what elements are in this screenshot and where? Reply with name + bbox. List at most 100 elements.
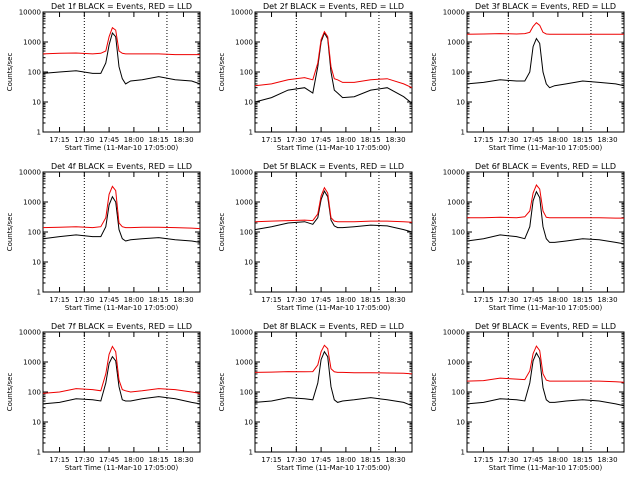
y-axis-label: Counts/sec — [430, 373, 438, 412]
plot-frame — [254, 11, 413, 133]
x-tick-label: 17:30 — [498, 136, 518, 144]
x-tick-label: 18:15 — [573, 136, 593, 144]
lld-series-line — [466, 345, 625, 383]
y-tick-label: 10000 — [443, 9, 465, 17]
x-tick-label: 18:30 — [385, 136, 405, 144]
plot-frame — [254, 331, 413, 453]
y-tick-label: 10 — [244, 419, 253, 427]
y-tick-label: 1 — [37, 449, 41, 457]
y-tick-label: 1000 — [23, 39, 41, 47]
detector-panel: Det 6f BLACK = Events, RED = LLD 1 10 100 10… — [430, 162, 625, 312]
x-tick-label: 17:45 — [523, 456, 543, 464]
y-tick-label: 1 — [249, 129, 253, 137]
y-tick-label: 100 — [28, 69, 41, 77]
x-tick-label: 18:15 — [361, 296, 381, 304]
x-tick-label: 18:00 — [124, 136, 144, 144]
x-tick-label: 17:45 — [311, 456, 331, 464]
y-tick-label: 100 — [452, 389, 465, 397]
y-tick-label: 10000 — [19, 329, 41, 337]
y-tick-label: 10 — [32, 419, 41, 427]
detector-panel: Det 8f BLACK = Events, RED = LLD 1 10 100 10… — [218, 322, 413, 472]
panel-title: Det 2f BLACK = Events, RED = LLD — [263, 2, 404, 11]
lld-series-line — [466, 22, 624, 35]
y-axis-label: Counts/sec — [6, 53, 14, 92]
events-series-line — [466, 37, 625, 89]
panel-title: Det 5f BLACK = Events, RED = LLD — [263, 162, 404, 171]
y-axis-label: Counts/sec — [430, 213, 438, 252]
y-tick-label: 10 — [244, 99, 253, 107]
y-tick-label: 100 — [28, 389, 41, 397]
x-tick-label: 17:15 — [261, 296, 281, 304]
panel-title: Det 7f BLACK = Events, RED = LLD — [51, 322, 192, 331]
x-tick-label: 17:30 — [286, 456, 306, 464]
y-tick-label: 1 — [37, 289, 41, 297]
x-tick-label: 17:30 — [498, 456, 518, 464]
y-axis-label: Counts/sec — [218, 213, 226, 252]
x-tick-label: 17:30 — [74, 136, 94, 144]
detector-panel: Det 9f BLACK = Events, RED = LLD 1 10 100 10… — [430, 322, 625, 472]
panel-title: Det 4f BLACK = Events, RED = LLD — [51, 162, 192, 171]
panel-title: Det 1f BLACK = Events, RED = LLD — [51, 2, 192, 11]
x-tick-label: 18:15 — [573, 456, 593, 464]
x-tick-label: 17:30 — [74, 296, 94, 304]
x-tick-label: 17:15 — [473, 136, 493, 144]
x-tick-label: 17:45 — [99, 296, 119, 304]
x-axis-label: Start Time (11-Mar-10 17:05:00) — [489, 144, 603, 152]
y-axis-label: Counts/sec — [218, 373, 226, 412]
y-tick-label: 10 — [244, 259, 253, 267]
plot-frame — [466, 11, 625, 133]
x-tick-label: 17:45 — [523, 296, 543, 304]
y-tick-label: 10 — [456, 99, 465, 107]
x-tick-label: 18:15 — [149, 136, 169, 144]
y-tick-label: 10000 — [231, 329, 253, 337]
x-tick-label: 18:30 — [173, 136, 193, 144]
plot-frame — [42, 331, 201, 453]
y-tick-label: 10000 — [19, 169, 41, 177]
x-tick-label: 18:00 — [548, 136, 568, 144]
x-tick-label: 18:00 — [548, 456, 568, 464]
x-tick-label: 17:30 — [74, 456, 94, 464]
y-tick-label: 10 — [456, 259, 465, 267]
x-tick-label: 18:00 — [124, 296, 144, 304]
x-tick-label: 18:30 — [385, 296, 405, 304]
x-tick-label: 17:15 — [261, 136, 281, 144]
x-tick-label: 18:30 — [173, 456, 193, 464]
events-series-line — [254, 350, 413, 407]
x-tick-label: 17:15 — [49, 456, 69, 464]
y-tick-label: 1000 — [235, 39, 253, 47]
events-series-line — [466, 190, 625, 245]
y-tick-label: 10 — [456, 419, 465, 427]
x-tick-label: 17:45 — [311, 296, 331, 304]
y-tick-label: 100 — [240, 389, 253, 397]
y-tick-label: 10000 — [443, 329, 465, 337]
x-tick-label: 18:15 — [573, 296, 593, 304]
x-tick-label: 17:15 — [49, 136, 69, 144]
plot-frame — [254, 171, 413, 293]
y-tick-label: 100 — [452, 229, 465, 237]
y-tick-label: 1000 — [23, 359, 41, 367]
x-axis-label: Start Time (11-Mar-10 17:05:00) — [65, 144, 179, 152]
panel-title: Det 3f BLACK = Events, RED = LLD — [475, 2, 616, 11]
y-tick-label: 1000 — [447, 359, 465, 367]
lld-series-line — [254, 30, 413, 89]
y-tick-label: 1 — [37, 129, 41, 137]
events-series-line — [466, 351, 625, 407]
panel-title: Det 6f BLACK = Events, RED = LLD — [475, 162, 616, 171]
y-tick-label: 10 — [32, 99, 41, 107]
x-tick-label: 18:00 — [336, 456, 356, 464]
x-tick-label: 18:30 — [597, 456, 617, 464]
x-tick-label: 17:30 — [286, 296, 306, 304]
x-tick-label: 18:15 — [361, 136, 381, 144]
detector-panel: Det 4f BLACK = Events, RED = LLD 1 10 100 10… — [6, 162, 201, 312]
x-tick-label: 17:30 — [498, 296, 518, 304]
y-tick-label: 100 — [452, 69, 465, 77]
plot-frame — [466, 171, 625, 293]
x-tick-label: 17:15 — [473, 296, 493, 304]
detector-panel: Det 1f BLACK = Events, RED = LLD 1 10 100 10… — [6, 2, 201, 152]
plot-frame — [466, 331, 625, 453]
x-tick-label: 18:00 — [124, 456, 144, 464]
x-tick-label: 17:45 — [99, 456, 119, 464]
x-tick-label: 18:30 — [597, 136, 617, 144]
y-tick-label: 1 — [461, 129, 465, 137]
